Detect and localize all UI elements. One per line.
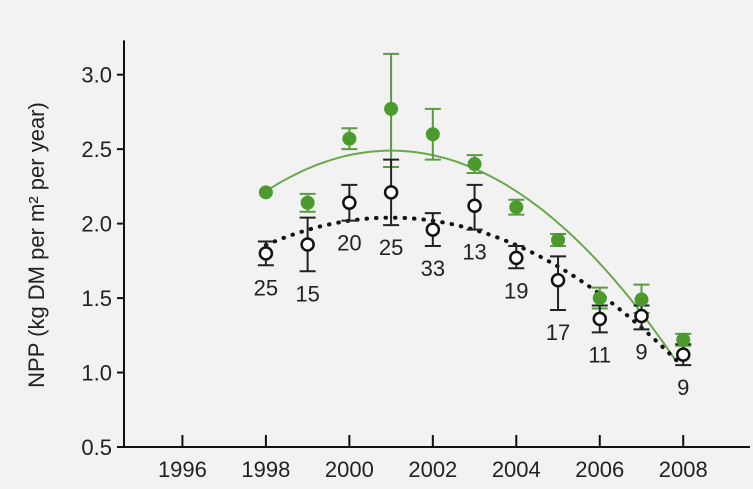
y-tick-label: 1.0 [81,361,112,386]
point-filled [258,185,273,200]
sample-size-label: 25 [254,275,278,300]
sample-size-label: 20 [337,231,361,256]
x-tick-label: 1996 [158,457,207,482]
point-filled [425,127,440,142]
point-open [258,246,274,261]
sample-size-label: 11 [588,342,611,367]
point-filled [509,200,524,215]
point-open [592,311,608,327]
point-filled [384,101,399,116]
point-filled [342,131,357,146]
sample-size-label: 9 [635,339,647,364]
y-tick-label: 1.5 [81,286,112,311]
point-filled [676,332,691,347]
sample-size-label: 19 [504,278,528,303]
y-axis-label: NPP (kg DM per m² per year) [24,102,49,388]
x-tick-label: 2000 [325,457,374,482]
axes: 0.5 1.0 1.5 2.0 2.5 3.0 1996 1998 2000 2002 2004 20… [81,40,750,482]
sample-size-label: 13 [462,240,486,265]
data-points [258,101,691,362]
y-tick-label: 2.0 [81,212,112,237]
point-open [383,185,399,200]
x-tick-label: 2008 [659,457,708,482]
point-open [675,347,691,362]
y-tick-label: 0.5 [81,435,112,460]
sample-size-label: 9 [677,375,689,400]
point-open [509,250,524,266]
point-open [467,198,482,213]
sample-size-label: 17 [546,320,570,345]
y-tick-label: 3.0 [81,63,112,88]
point-filled [551,232,566,247]
sample-size-label: 15 [295,281,319,306]
x-tick-label: 2006 [575,457,624,482]
sample-size-labels: 25 15 20 25 33 13 19 17 11 9 9 [254,231,690,400]
point-open [342,195,357,211]
point-open [550,272,566,288]
point-open [300,237,315,252]
y-tick-label: 2.5 [81,137,112,162]
x-tick-label: 2002 [408,457,457,482]
point-open [425,222,441,237]
point-filled [300,195,315,210]
point-filled [592,291,607,306]
x-tick-label: 1998 [241,457,290,482]
point-filled [467,157,482,172]
point-filled [634,292,649,307]
sample-size-label: 33 [421,256,445,281]
point-open [634,308,649,324]
x-tick-label: 2004 [492,457,541,482]
sample-size-label: 25 [379,235,403,260]
